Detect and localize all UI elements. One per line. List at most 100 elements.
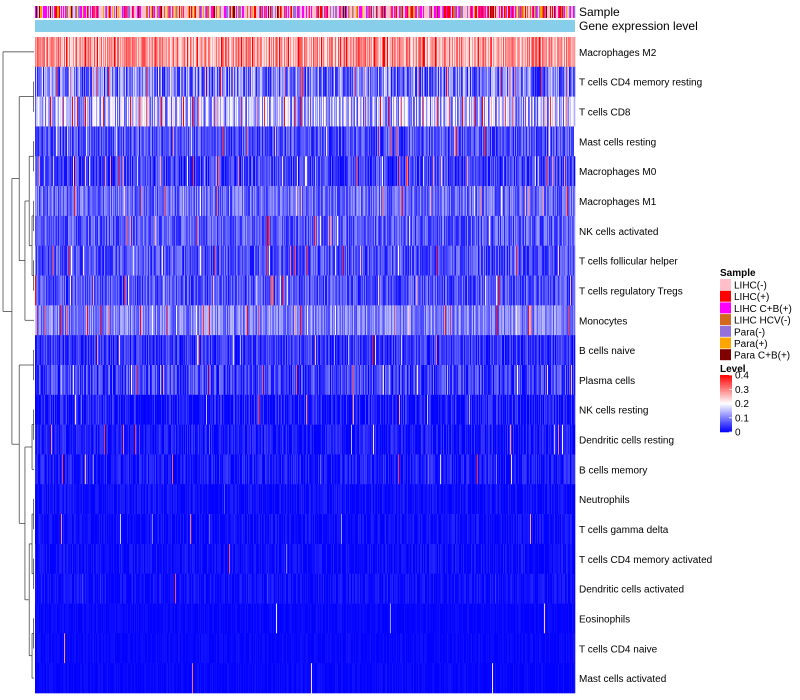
heatmap-cell	[146, 126, 148, 157]
heatmap-cell	[355, 156, 357, 187]
heatmap-cell	[394, 186, 396, 217]
sample-cell	[416, 6, 418, 18]
heatmap-cell	[370, 37, 372, 68]
heatmap-cell	[384, 156, 386, 187]
heatmap-cell	[397, 156, 399, 187]
heatmap-cell	[355, 96, 357, 127]
heatmap-cell	[140, 156, 142, 187]
heatmap-cell	[472, 37, 474, 68]
heatmap-cell	[335, 96, 337, 127]
heatmap-cell	[40, 37, 42, 68]
heatmap-cell	[509, 66, 511, 97]
heatmap-cell	[71, 96, 73, 127]
heatmap-cell	[457, 66, 459, 97]
heatmap-cell	[78, 215, 80, 247]
heatmap-cell	[226, 186, 228, 217]
heatmap-cell	[493, 66, 495, 97]
heatmap-cell	[550, 66, 552, 97]
heatmap-cell	[399, 96, 401, 127]
heatmap-cell	[342, 66, 344, 97]
heatmap-cell	[297, 215, 299, 247]
heatmap-cell	[144, 186, 146, 217]
heatmap-cell	[404, 215, 406, 247]
heatmap-cell	[167, 186, 169, 217]
heatmap-cell	[332, 126, 334, 157]
heatmap-cell	[389, 156, 391, 187]
heatmap-cell	[310, 126, 312, 157]
heatmap-cell	[179, 156, 181, 187]
heatmap-cell	[522, 66, 524, 97]
heatmap-cell	[525, 186, 527, 217]
heatmap-cell	[428, 37, 430, 68]
heatmap-cell	[516, 126, 518, 157]
heatmap-cell	[272, 156, 274, 187]
heatmap-cell	[247, 37, 249, 68]
heatmap-cell	[538, 215, 540, 247]
heatmap-cell	[433, 215, 435, 247]
heatmap-cell	[184, 186, 186, 217]
sample-cell	[151, 6, 153, 18]
heatmap-cell	[397, 215, 399, 247]
heatmap-cell	[573, 186, 575, 217]
heatmap-cell	[98, 126, 100, 157]
heatmap-cell	[394, 37, 396, 68]
heatmap-cell	[66, 126, 68, 157]
heatmap-cell	[173, 186, 175, 217]
heatmap-cell	[368, 186, 370, 217]
sample-cell	[203, 6, 205, 18]
heatmap-cell	[390, 156, 392, 187]
heatmap-cell	[388, 215, 390, 247]
heatmap-cell	[300, 126, 302, 157]
heatmap-cell	[91, 186, 93, 217]
heatmap-cell	[522, 96, 524, 127]
sample-cell	[475, 6, 477, 18]
heatmap-cell	[93, 126, 95, 157]
sample-cell	[67, 6, 69, 18]
heatmap-cell	[123, 37, 125, 68]
sample-cell	[294, 6, 296, 18]
heatmap-cell	[257, 186, 259, 217]
heatmap-cell	[132, 215, 134, 247]
heatmap-cell	[46, 156, 48, 187]
heatmap-cell	[252, 126, 254, 157]
heatmap-cell	[209, 66, 211, 97]
heatmap-cell	[313, 186, 315, 217]
heatmap-cell	[106, 215, 108, 247]
heatmap-cell	[377, 96, 379, 127]
heatmap-cell	[406, 96, 408, 127]
heatmap-cell	[568, 126, 570, 157]
heatmap-cell	[536, 186, 538, 217]
heatmap-cell	[534, 126, 536, 157]
heatmap-cell	[91, 66, 93, 97]
heatmap-cell	[497, 215, 499, 247]
heatmap-cell	[319, 186, 321, 217]
heatmap-cell	[319, 215, 321, 247]
sample-cell	[186, 6, 188, 18]
heatmap-cell	[44, 96, 46, 127]
heatmap-cell	[116, 156, 118, 187]
heatmap-cell	[148, 245, 150, 276]
heatmap-cell	[68, 215, 70, 247]
sample-cell	[522, 6, 524, 18]
heatmap-cell	[149, 156, 151, 187]
heatmap-cell	[366, 96, 368, 127]
heatmap-cell	[369, 96, 371, 127]
sample-cell	[221, 6, 223, 18]
heatmap-cell	[299, 66, 301, 97]
heatmap-cell	[378, 215, 380, 247]
heatmap-cell	[444, 126, 446, 157]
heatmap-cell	[549, 37, 551, 68]
heatmap-cell	[149, 96, 151, 127]
heatmap-cell	[99, 245, 101, 276]
heatmap-cell	[278, 215, 280, 247]
heatmap-cell	[249, 96, 251, 127]
heatmap-cell	[421, 37, 423, 68]
heatmap-cell	[418, 215, 420, 247]
heatmap-cell	[57, 156, 59, 187]
heatmap-cell	[139, 215, 141, 247]
heatmap-cell	[390, 37, 392, 68]
heatmap-cell	[326, 215, 328, 247]
heatmap-cell	[407, 66, 409, 97]
heatmap-cell	[478, 126, 480, 157]
heatmap-cell	[305, 156, 307, 187]
